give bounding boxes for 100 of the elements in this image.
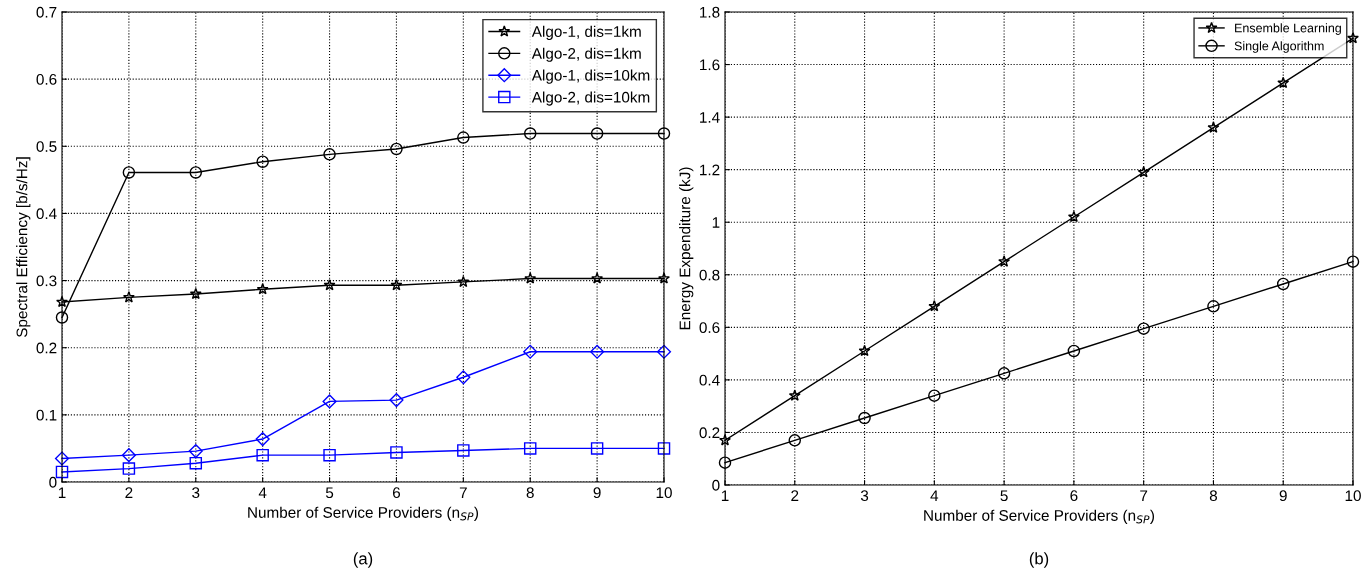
point (657, 127, 671, 140)
x-tick-label: 4 (258, 487, 267, 498)
point (928, 300, 941, 312)
x-tick-label: 3 (192, 487, 200, 499)
x-tick-label: 7 (459, 487, 467, 498)
point (858, 411, 871, 425)
y-tick-label: 1.6 (700, 59, 720, 71)
point (390, 142, 403, 156)
y-axis-title: Spectral Efficiency [b/s/Hz] (16, 157, 31, 338)
point (523, 127, 537, 140)
point (457, 131, 470, 144)
point (121, 448, 136, 463)
point (590, 344, 605, 359)
y-tick-label: 1 (712, 217, 720, 228)
point (1067, 344, 1081, 358)
legend-label: Algo-2, dis=10km (531, 91, 650, 106)
point (1346, 255, 1360, 268)
point (1067, 210, 1080, 223)
point (656, 344, 672, 359)
x-tick-label: 4 (930, 490, 939, 501)
point (122, 462, 136, 475)
point (323, 448, 336, 462)
x-axis-title: Number of Service Providers (n$_{SP}$) (924, 509, 1155, 524)
point (189, 166, 203, 179)
x-tick-label: 6 (392, 487, 401, 499)
point (188, 444, 203, 459)
point (1137, 166, 1150, 178)
x-tick-label: 3 (860, 490, 869, 502)
text: (a) (353, 552, 373, 568)
y-tick-label: 1.4 (700, 112, 720, 123)
x-tick-label: 9 (1279, 490, 1287, 502)
point (456, 370, 471, 385)
point (658, 272, 670, 284)
legend-label: Algo-1, dis=10km (531, 69, 650, 84)
point (323, 148, 336, 161)
y-tick-label: 0.6 (699, 322, 720, 334)
point (788, 434, 802, 447)
point (657, 442, 671, 455)
x-tick-label: 9 (593, 487, 601, 499)
point (718, 456, 732, 469)
y-tick-label: 0.3 (36, 275, 57, 287)
x-tick-label: 8 (526, 487, 534, 499)
point (189, 456, 203, 470)
point (55, 311, 69, 324)
x-tick-label: 1 (58, 487, 66, 498)
legend-label: Ensemble Learning (1235, 23, 1341, 35)
point (389, 393, 404, 408)
point (1276, 277, 1290, 291)
text: (b) (1029, 552, 1049, 568)
point (122, 291, 135, 303)
y-tick-label: 0.1 (36, 409, 57, 421)
y-tick-label: 0 (49, 476, 57, 488)
x-axis-title: Number of Service Providers (n$_{SP}$) (248, 506, 479, 521)
x-tick-label: 5 (325, 487, 334, 499)
x-tick-label: 2 (791, 490, 799, 501)
point (322, 394, 337, 409)
point (523, 442, 537, 455)
x-tick-label: 8 (1209, 490, 1218, 502)
point (590, 442, 604, 455)
y-tick-label: 0.8 (699, 269, 720, 281)
point (591, 272, 604, 284)
legend-label: Algo-2, dis=1km (531, 47, 641, 62)
legend-label: Single Algorithm (1234, 41, 1324, 53)
y-tick-label: 0.2 (36, 342, 57, 354)
point (1207, 121, 1220, 133)
point (122, 166, 136, 179)
y-tick-label: 1.2 (700, 164, 720, 176)
point (1347, 32, 1359, 44)
x-tick-label: 5 (1000, 490, 1008, 502)
point (457, 444, 470, 457)
point (256, 155, 269, 168)
x-tick-label: 10 (656, 487, 672, 499)
x-tick-label: 10 (1345, 490, 1361, 502)
point (255, 431, 270, 447)
x-tick-label: 7 (1140, 490, 1148, 501)
y-tick-label: 0.6 (36, 74, 57, 85)
point (457, 275, 470, 288)
point (997, 367, 1011, 380)
point (1137, 322, 1150, 335)
legend-label: Algo-1, dis=1km (531, 25, 641, 40)
x-tick-label: 1 (721, 490, 729, 501)
point (523, 344, 538, 359)
point (998, 255, 1011, 267)
point (719, 434, 731, 446)
point (1207, 300, 1220, 313)
y-tick-label: 0.4 (36, 208, 57, 220)
point (256, 448, 269, 462)
point (189, 287, 202, 300)
point (928, 389, 941, 402)
point (524, 272, 537, 284)
y-tick-label: 1.8 (700, 6, 720, 18)
point (590, 127, 604, 140)
point (390, 279, 403, 291)
point (390, 446, 403, 459)
y-tick-label: 0.4 (699, 374, 720, 386)
point (323, 279, 336, 291)
point (788, 389, 801, 401)
point (256, 283, 269, 295)
y-axis-title: Energy Expenditure (kJ) (679, 167, 694, 330)
y-tick-label: 0.7 (36, 6, 57, 18)
